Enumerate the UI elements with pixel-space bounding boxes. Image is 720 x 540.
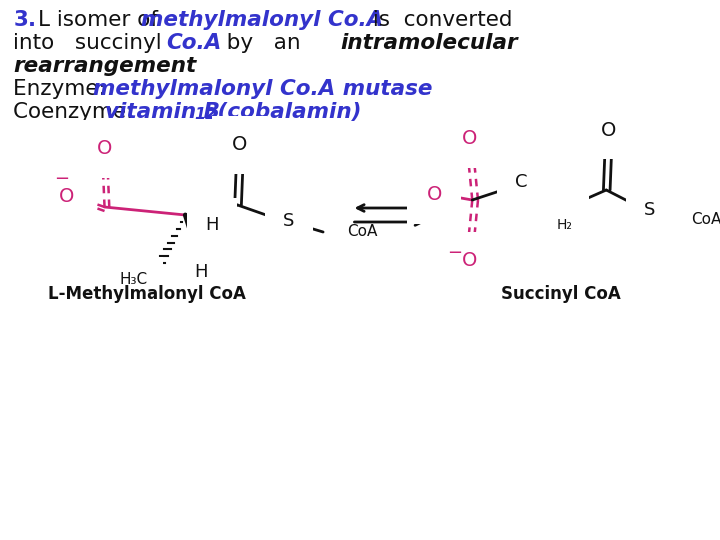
Text: O: O — [59, 187, 74, 206]
Text: H₂: H₂ — [514, 164, 530, 178]
Text: 3.: 3. — [13, 10, 37, 30]
Text: −: − — [54, 170, 69, 188]
Text: −: − — [448, 244, 463, 262]
Text: O: O — [462, 130, 477, 148]
Text: methylmalonyl Co.A: methylmalonyl Co.A — [140, 10, 383, 30]
Text: O: O — [232, 136, 247, 154]
Text: H: H — [194, 263, 208, 281]
Text: C: C — [516, 173, 528, 191]
Text: Enzyme:: Enzyme: — [13, 79, 113, 99]
Text: methylmalonyl Co.A mutase: methylmalonyl Co.A mutase — [93, 79, 433, 99]
Text: into   succinyl: into succinyl — [13, 33, 183, 53]
Text: by   an: by an — [206, 33, 321, 53]
Text: C: C — [558, 205, 571, 223]
Text: CoA: CoA — [347, 225, 377, 240]
Text: H: H — [205, 216, 219, 234]
Text: O: O — [600, 120, 616, 139]
Text: (cobalamin): (cobalamin) — [210, 102, 361, 122]
Text: H₃C: H₃C — [120, 273, 148, 287]
Text: vitamin B: vitamin B — [104, 102, 220, 122]
Text: CoA: CoA — [691, 213, 720, 227]
Text: 12: 12 — [194, 107, 216, 122]
Text: is  converted: is converted — [366, 10, 513, 30]
Text: S: S — [644, 201, 656, 219]
Text: rearrangement: rearrangement — [13, 56, 197, 76]
Text: Coenzyme:: Coenzyme: — [13, 102, 140, 122]
Text: Co.A: Co.A — [166, 33, 222, 53]
Text: L isomer of: L isomer of — [38, 10, 165, 30]
Text: H₂: H₂ — [557, 218, 572, 232]
Text: O: O — [426, 186, 442, 205]
Text: intramolecular: intramolecular — [340, 33, 518, 53]
Text: L-Methylmalonyl CoA: L-Methylmalonyl CoA — [48, 285, 246, 303]
Text: Succinyl CoA: Succinyl CoA — [501, 285, 621, 303]
Text: O: O — [97, 139, 112, 159]
Text: S: S — [283, 212, 294, 230]
Text: O: O — [462, 252, 477, 271]
